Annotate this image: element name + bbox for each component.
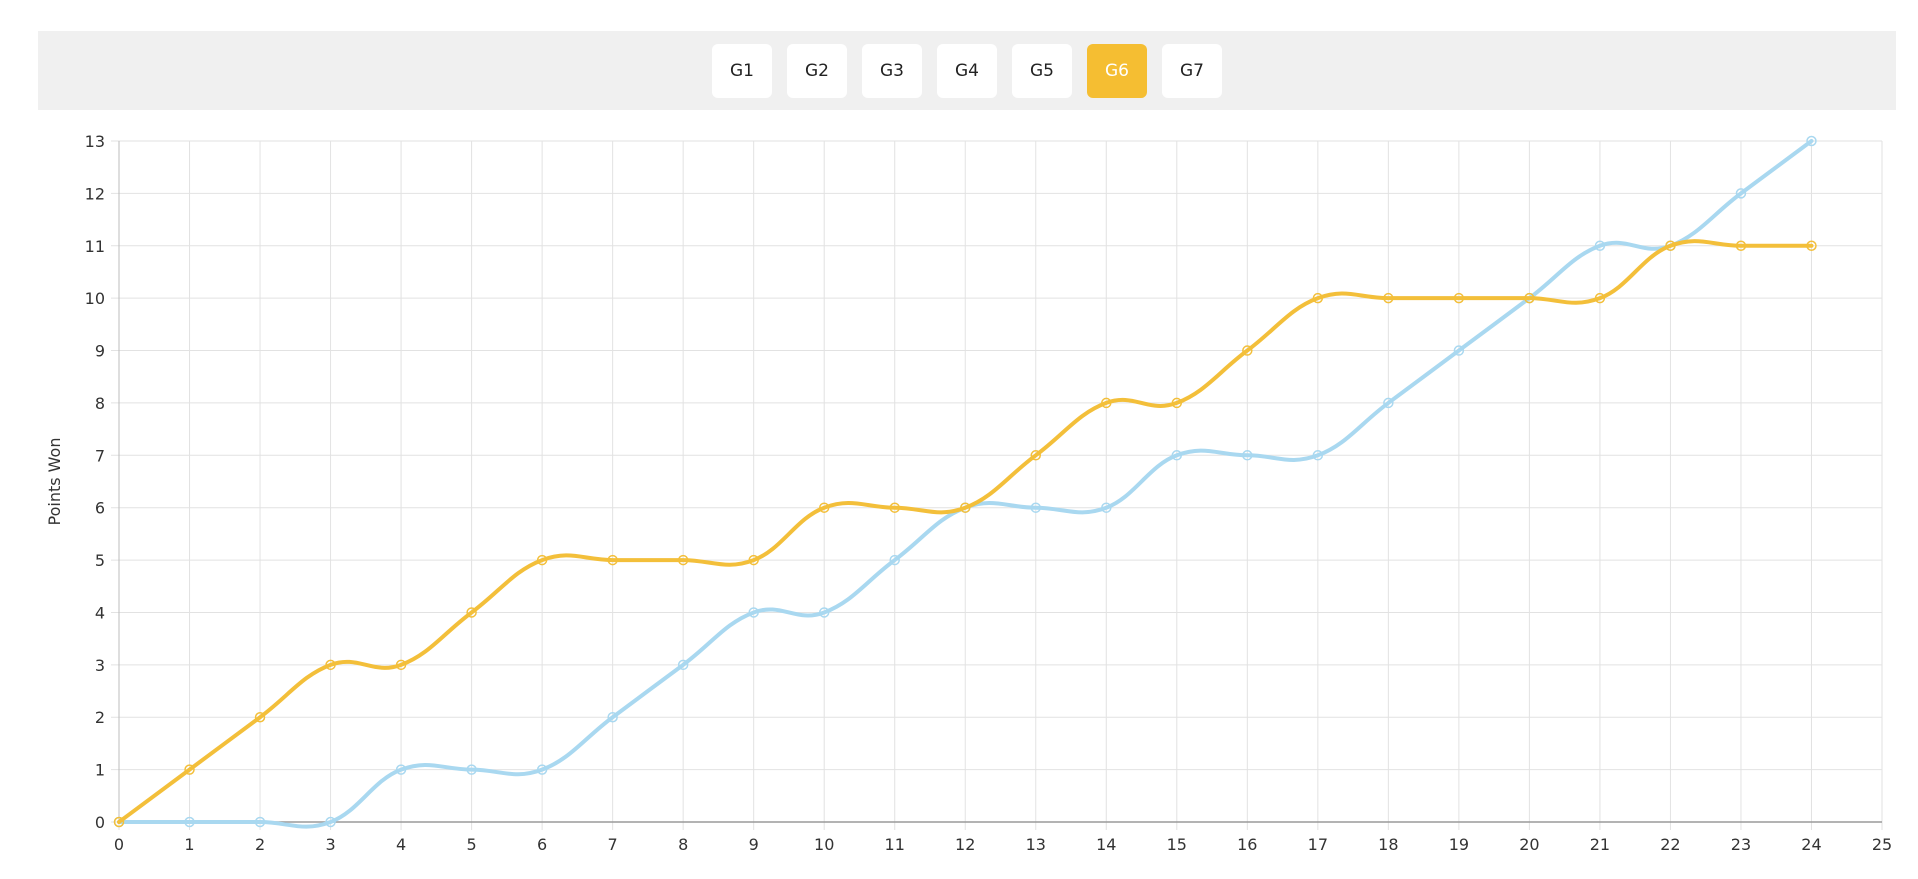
series-2-point	[1594, 240, 1606, 252]
series-1-point	[1524, 292, 1535, 304]
series-1-point	[325, 659, 336, 671]
y-tick-label: 3	[95, 656, 105, 675]
x-tick-label: 17	[1308, 835, 1328, 854]
series-1-point	[889, 502, 900, 513]
x-tick-label: 11	[885, 835, 905, 854]
series-2-point	[1806, 135, 1817, 147]
x-tick-label: 1	[184, 835, 194, 854]
x-tick-label: 13	[1026, 835, 1046, 854]
y-tick-label: 8	[95, 394, 105, 413]
series-1-point	[536, 554, 548, 566]
series-1-point	[1665, 240, 1676, 252]
y-tick-label: 6	[95, 499, 105, 518]
x-tick-label: 16	[1237, 835, 1257, 854]
x-tick-label: 7	[608, 835, 618, 854]
series-1-point	[254, 711, 266, 723]
series-1-point	[607, 554, 618, 566]
y-tick-label: 13	[85, 132, 105, 151]
y-tick-label: 2	[95, 708, 105, 727]
series-2-point	[1383, 397, 1394, 409]
x-tick-label: 2	[255, 835, 265, 854]
series-2-point	[536, 764, 548, 775]
tab-g5[interactable]: G5	[1012, 43, 1072, 98]
series-1-point	[1453, 292, 1465, 304]
series-2-point	[1101, 502, 1112, 513]
series-2-point	[466, 764, 477, 775]
series-1-point	[818, 502, 830, 513]
series-2-point	[254, 816, 266, 828]
series-1-point	[113, 816, 125, 828]
x-tick-label: 20	[1519, 835, 1539, 854]
series-2-point	[325, 816, 336, 828]
series-2-point	[748, 607, 759, 618]
x-tick-label: 8	[678, 835, 688, 854]
y-axis-label: Points Won	[45, 438, 64, 526]
series-2-point	[1171, 450, 1183, 461]
series-2-point	[1735, 188, 1747, 199]
x-tick-label: 24	[1801, 835, 1821, 854]
series-1-point	[395, 659, 407, 671]
x-tick-label: 10	[814, 835, 834, 854]
y-tick-label: 9	[95, 342, 105, 361]
tab-g3[interactable]: G3	[862, 43, 922, 98]
series-2-point	[677, 659, 689, 671]
x-tick-label: 5	[467, 835, 477, 854]
series-2-point	[1242, 450, 1253, 461]
x-tick-label: 3	[325, 835, 335, 854]
series-2-point	[1312, 450, 1324, 461]
series-2-point	[395, 764, 407, 775]
game-tab-bar: G1 G2 G3 G4 G5 G6 G7	[38, 31, 1896, 110]
x-tick-label: 18	[1378, 835, 1398, 854]
series-1-point	[748, 554, 759, 566]
series-1-point	[1806, 240, 1817, 252]
series-1-point	[959, 502, 971, 513]
series-1-point	[1101, 397, 1112, 409]
tab-g4[interactable]: G4	[937, 43, 997, 98]
series-1-point	[184, 764, 195, 775]
series-1-point	[1030, 450, 1042, 461]
x-tick-label: 23	[1731, 835, 1751, 854]
series-1-line	[117, 239, 1814, 824]
x-tick-label: 4	[396, 835, 406, 854]
series-1-point	[1312, 292, 1324, 304]
tab-g6[interactable]: G6	[1087, 43, 1147, 98]
series-1-point	[1594, 292, 1606, 304]
series-2-point	[1030, 502, 1042, 513]
series-1-point	[1735, 240, 1747, 252]
x-tick-label: 22	[1660, 835, 1680, 854]
tab-g7[interactable]: G7	[1162, 43, 1222, 98]
series-1-point	[677, 554, 689, 566]
series-2-point	[1453, 345, 1465, 356]
x-tick-label: 21	[1590, 835, 1610, 854]
x-tick-label: 9	[749, 835, 759, 854]
x-tick-label: 25	[1872, 835, 1892, 854]
series-1-point	[1171, 397, 1183, 409]
y-tick-label: 0	[95, 813, 105, 832]
series-1-point	[1242, 345, 1253, 356]
x-tick-label: 12	[955, 835, 975, 854]
x-tick-label: 6	[537, 835, 547, 854]
series-1-point	[466, 607, 477, 618]
tab-g1[interactable]: G1	[712, 43, 772, 98]
x-tick-label: 14	[1096, 835, 1116, 854]
y-tick-label: 12	[85, 184, 105, 203]
y-tick-label: 1	[95, 761, 105, 780]
series-2-point	[889, 554, 900, 566]
y-tick-label: 10	[85, 289, 105, 308]
series-2-point	[184, 816, 195, 828]
x-tick-label: 15	[1167, 835, 1187, 854]
y-tick-label: 4	[95, 603, 105, 622]
x-tick-label: 19	[1449, 835, 1469, 854]
series-1-point	[1383, 292, 1394, 304]
y-tick-label: 11	[85, 237, 105, 256]
x-tick-label: 0	[114, 835, 124, 854]
tab-g2[interactable]: G2	[787, 43, 847, 98]
series-2-point	[818, 607, 830, 618]
series-2-point	[607, 711, 618, 723]
y-tick-label: 7	[95, 446, 105, 465]
y-tick-label: 5	[95, 551, 105, 570]
